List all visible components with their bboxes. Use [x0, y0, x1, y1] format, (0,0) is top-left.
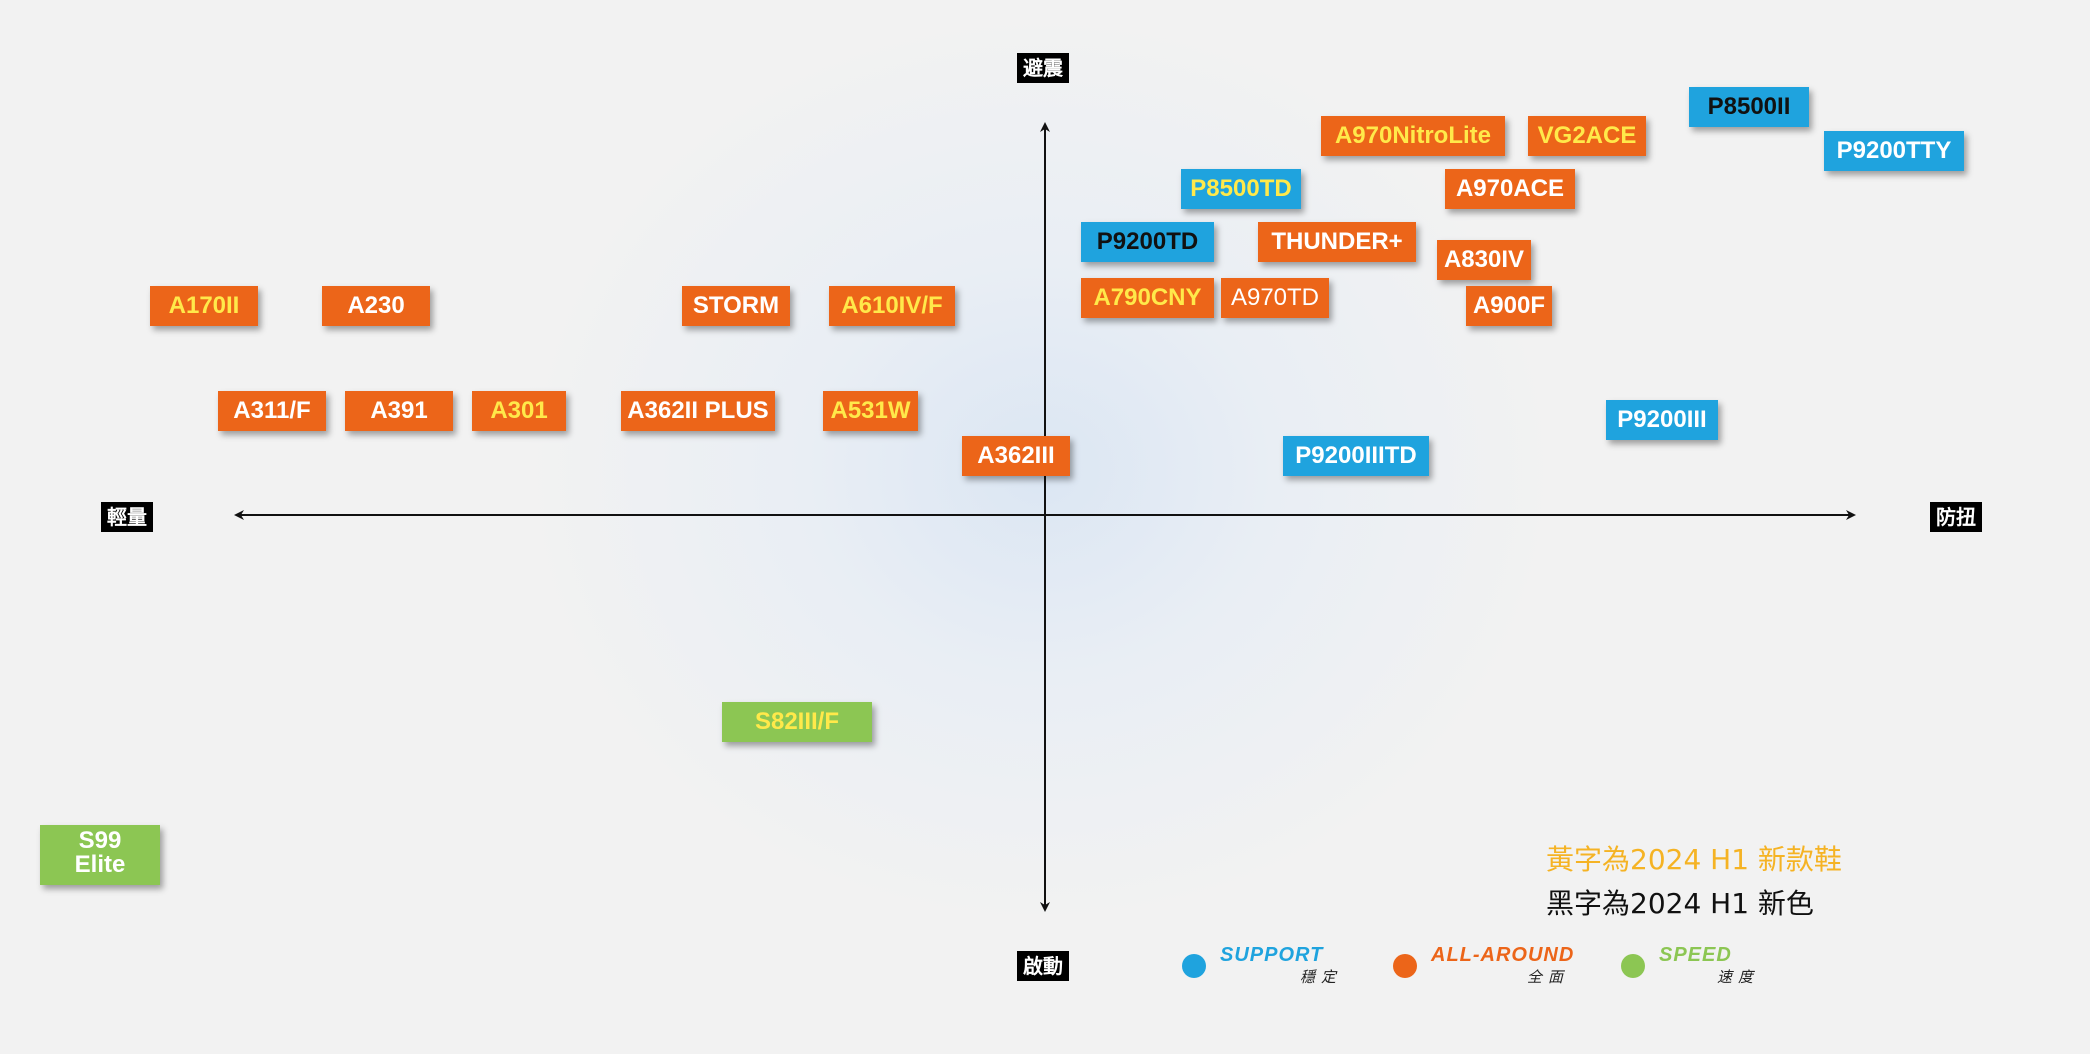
shoe-tag-a230: A230 [322, 286, 430, 326]
axis-label-right: 防扭 [1930, 502, 1982, 532]
legend-all-around: ALL-AROUND 全面 [1393, 944, 1575, 986]
shoe-tag-a311-f: A311/F [218, 391, 326, 431]
legend-speed: SPEED 速度 [1621, 944, 1761, 986]
shoe-tag-p8500ii: P8500II [1689, 87, 1809, 127]
shoe-tag-a362ii-plus: A362II PLUS [621, 391, 775, 431]
legend-all-around-zh: 全面 [1527, 968, 1570, 986]
shoe-tag-a790cny: A790CNY [1081, 278, 1214, 318]
legend-support-label: SUPPORT [1220, 944, 1324, 966]
legend-all-around-label: ALL-AROUND [1431, 944, 1575, 966]
circle-dot-icon [1182, 954, 1206, 978]
shoe-tag-s82iii-f: S82III/F [722, 702, 872, 742]
shoe-tag-vg2ace: VG2ACE [1528, 116, 1646, 156]
shoe-tag-p9200iiitd: P9200IIITD [1283, 436, 1429, 476]
shoe-tag-a610iv-f: A610IV/F [829, 286, 955, 326]
shoe-tag-a830iv: A830IV [1437, 240, 1531, 280]
legend-support-zh: 穩定 [1300, 968, 1343, 986]
shoe-tag-a970ace: A970ACE [1445, 169, 1575, 209]
shoe-tag-p9200td: P9200TD [1081, 222, 1214, 262]
shoe-tag-a970td: A970TD [1221, 278, 1329, 318]
shoe-tag-thunder-plus: THUNDER+ [1258, 222, 1416, 262]
axis-label-left: 輕量 [101, 502, 153, 532]
shoe-tag-a900f: A900F [1466, 286, 1552, 326]
axis-label-top: 避震 [1017, 53, 1069, 83]
shoe-tag-a362iii: A362III [962, 436, 1070, 476]
note-new-color: 黑字為2024 H1 新色 [1546, 887, 1814, 920]
shoe-tag-p9200tty: P9200TTY [1824, 131, 1964, 171]
shoe-tag-a170ii: A170II [150, 286, 258, 326]
circle-dot-icon [1621, 954, 1645, 978]
axis-label-bottom: 啟動 [1017, 951, 1069, 981]
circle-dot-icon [1393, 954, 1417, 978]
shoe-tag-a970nitrolite: A970NitroLite [1321, 116, 1505, 156]
shoe-tag-p8500td: P8500TD [1181, 169, 1301, 209]
shoe-tag-s99-elite: S99 Elite [40, 825, 160, 885]
shoe-tag-a301: A301 [472, 391, 566, 431]
legend-speed-label: SPEED [1659, 944, 1732, 966]
shoe-tag-storm: STORM [682, 286, 790, 326]
note-new-shoe: 黃字為2024 H1 新款鞋 [1546, 843, 1842, 876]
legend-support: SUPPORT 穩定 [1182, 944, 1343, 986]
shoe-tag-p9200iii: P9200III [1606, 400, 1718, 440]
shoe-tag-a531w: A531W [823, 391, 918, 431]
legend-speed-zh: 速度 [1717, 968, 1760, 986]
shoe-tag-a391: A391 [345, 391, 453, 431]
